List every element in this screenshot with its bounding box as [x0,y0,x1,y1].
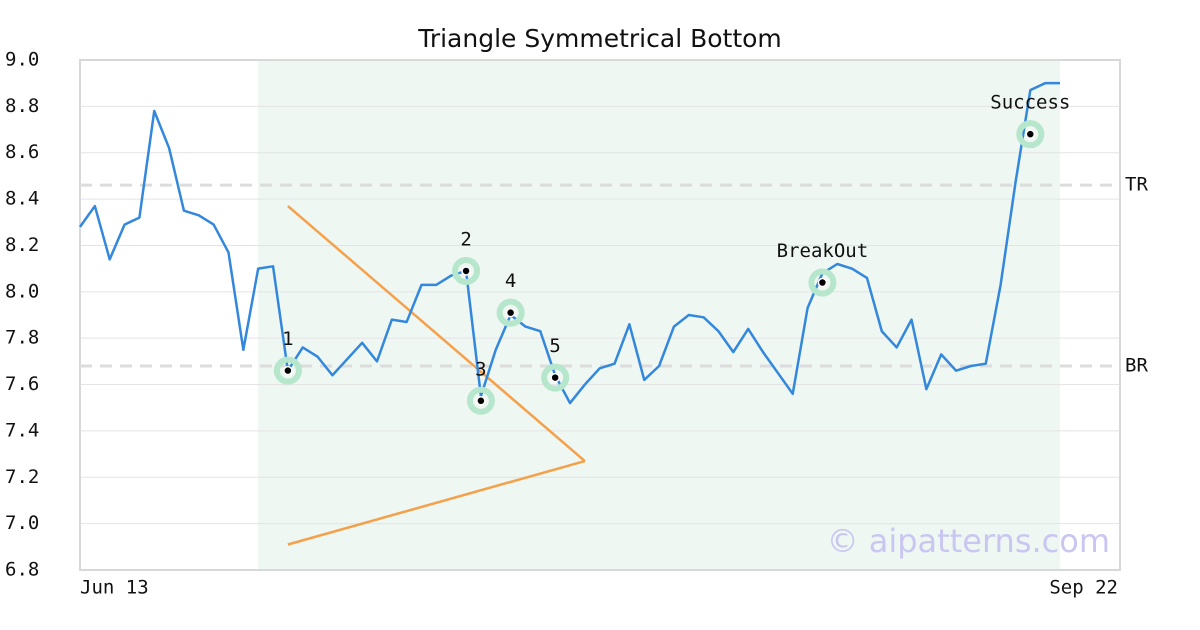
y-tick-label: 6.8 [5,559,39,581]
watermark: © aipatterns.com [827,522,1110,560]
y-tick-label: 7.2 [5,466,39,488]
point-label: BreakOut [777,240,869,262]
point-label: 1 [282,328,293,350]
point-halo [273,356,302,385]
point-halo [496,298,525,327]
y-tick-label: 8.2 [5,234,39,256]
y-tick-label: 8.4 [5,188,39,210]
y-tick-label: 8.0 [5,280,39,302]
triangle-line [287,459,586,546]
point-halo [808,268,837,297]
price-line [78,81,1060,405]
point-label: 4 [505,270,516,292]
point-marker [505,307,516,318]
y-tick-label: 7.0 [5,512,39,534]
x-tick-label: Sep 22 [1049,577,1118,599]
point-label: 3 [475,358,486,380]
point-halo [466,386,495,415]
point-label: Success [990,92,1070,114]
highlight-region [258,60,1060,570]
point-halo [541,363,570,392]
x-tick-label: Jun 13 [80,577,149,599]
y-tick-label: 7.8 [5,327,39,349]
y-tick-label: 8.6 [5,141,39,163]
point-halo [1016,120,1045,149]
point-marker [476,396,486,406]
chart-title: Triangle Symmetrical Bottom [417,24,782,53]
y-tick-label: 7.6 [5,373,39,395]
triangle-line [287,205,586,462]
y-tick-label: 8.8 [5,95,39,117]
plot-frame [79,59,1121,571]
y-tick-label: 9.0 [5,49,39,71]
point-halo [452,256,481,285]
point-marker [550,372,560,383]
point-marker [1025,129,1036,139]
level-label: TR [1125,174,1148,196]
point-label: 5 [549,335,560,357]
point-marker [283,365,293,376]
point-marker [817,277,828,288]
point-marker [461,266,471,276]
level-label: BR [1125,355,1148,377]
y-tick-label: 7.4 [5,419,39,441]
point-label: 2 [460,228,471,250]
